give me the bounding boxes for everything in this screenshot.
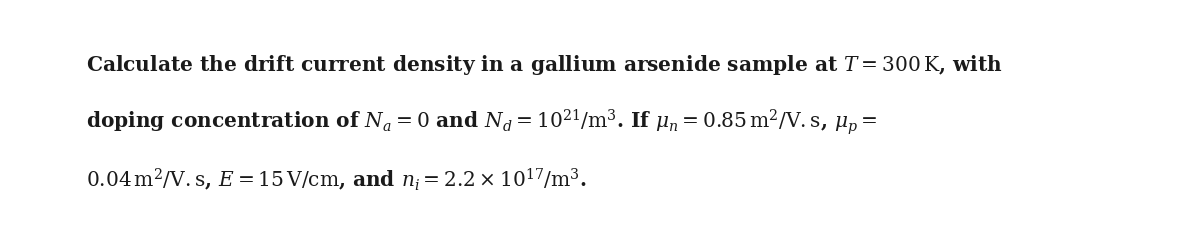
- Text: Calculate the drift current density in a gallium arsenide sample at $T = 300\,\m: Calculate the drift current density in a…: [86, 53, 1003, 77]
- Text: $0.04\,\mathrm{m}^2/\mathrm{V.s}$, $E = 15\,\mathrm{V/cm}$, and $n_i = 2.2 \time: $0.04\,\mathrm{m}^2/\mathrm{V.s}$, $E = …: [86, 167, 587, 193]
- Text: doping concentration of $N_a = 0$ and $N_d = 10^{21}/\mathrm{m}^3$. If $\mu_n = : doping concentration of $N_a = 0$ and $N…: [86, 108, 878, 137]
